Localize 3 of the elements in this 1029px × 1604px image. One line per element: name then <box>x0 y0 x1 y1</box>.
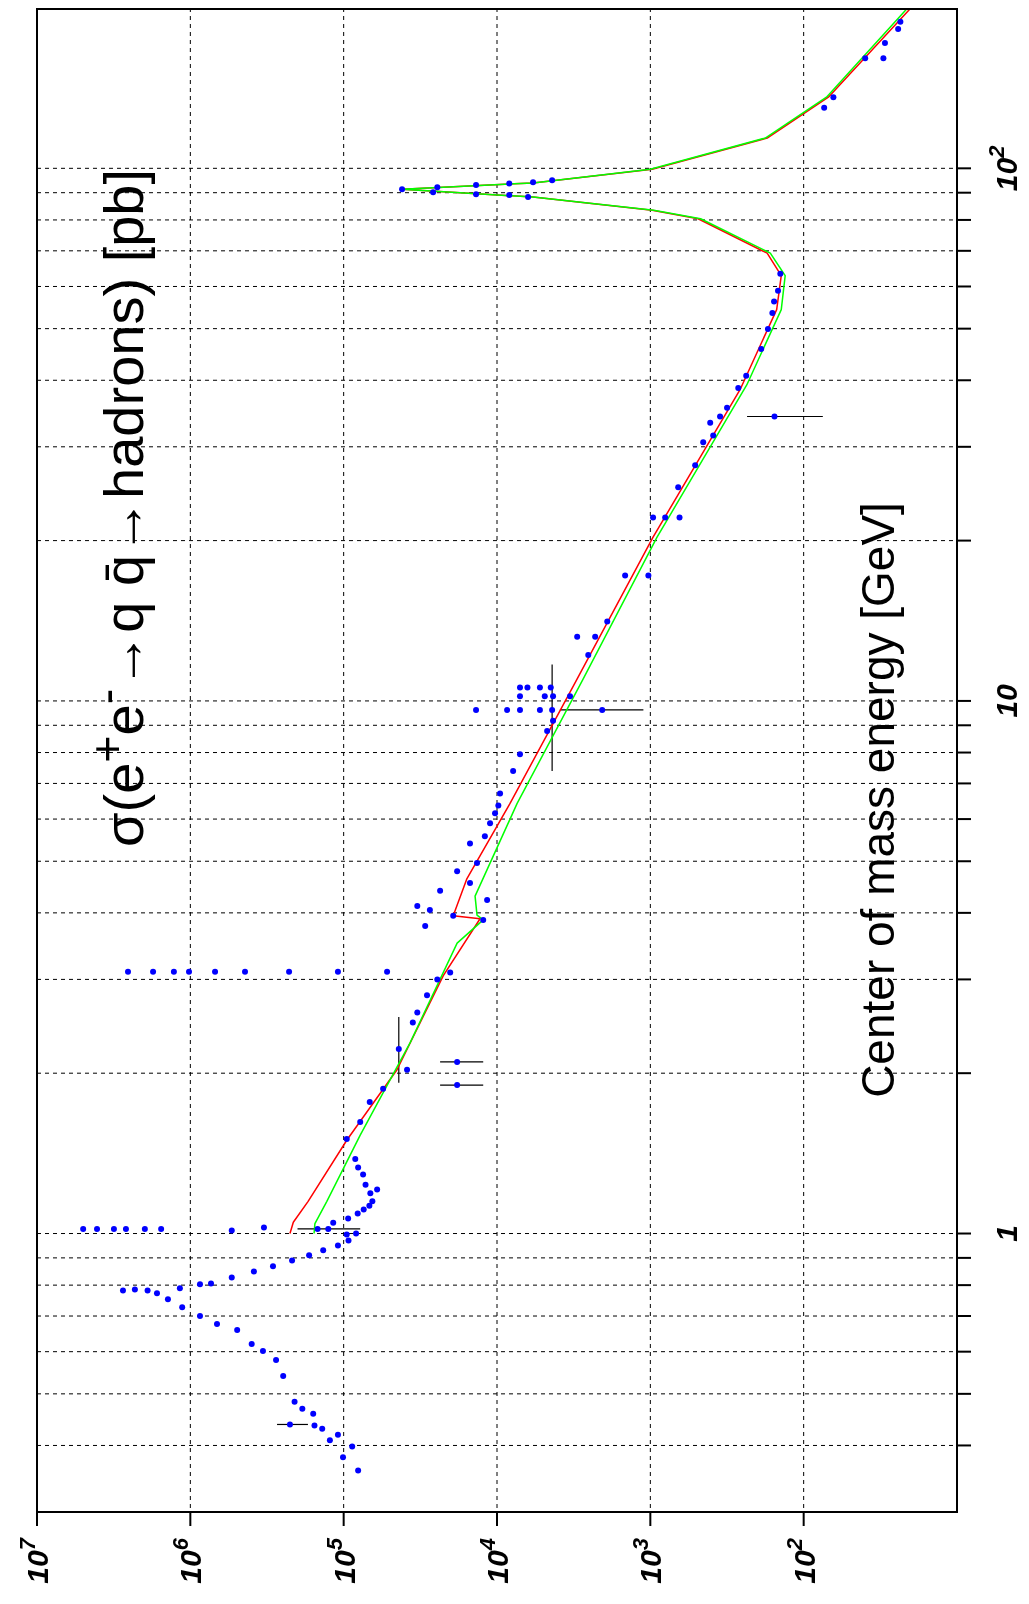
y-tick-label: 10 <box>990 683 1023 718</box>
y-tick-label: 1 <box>990 1225 1023 1242</box>
y-axis-title: Center of mass energy [GeV] <box>851 502 904 1098</box>
